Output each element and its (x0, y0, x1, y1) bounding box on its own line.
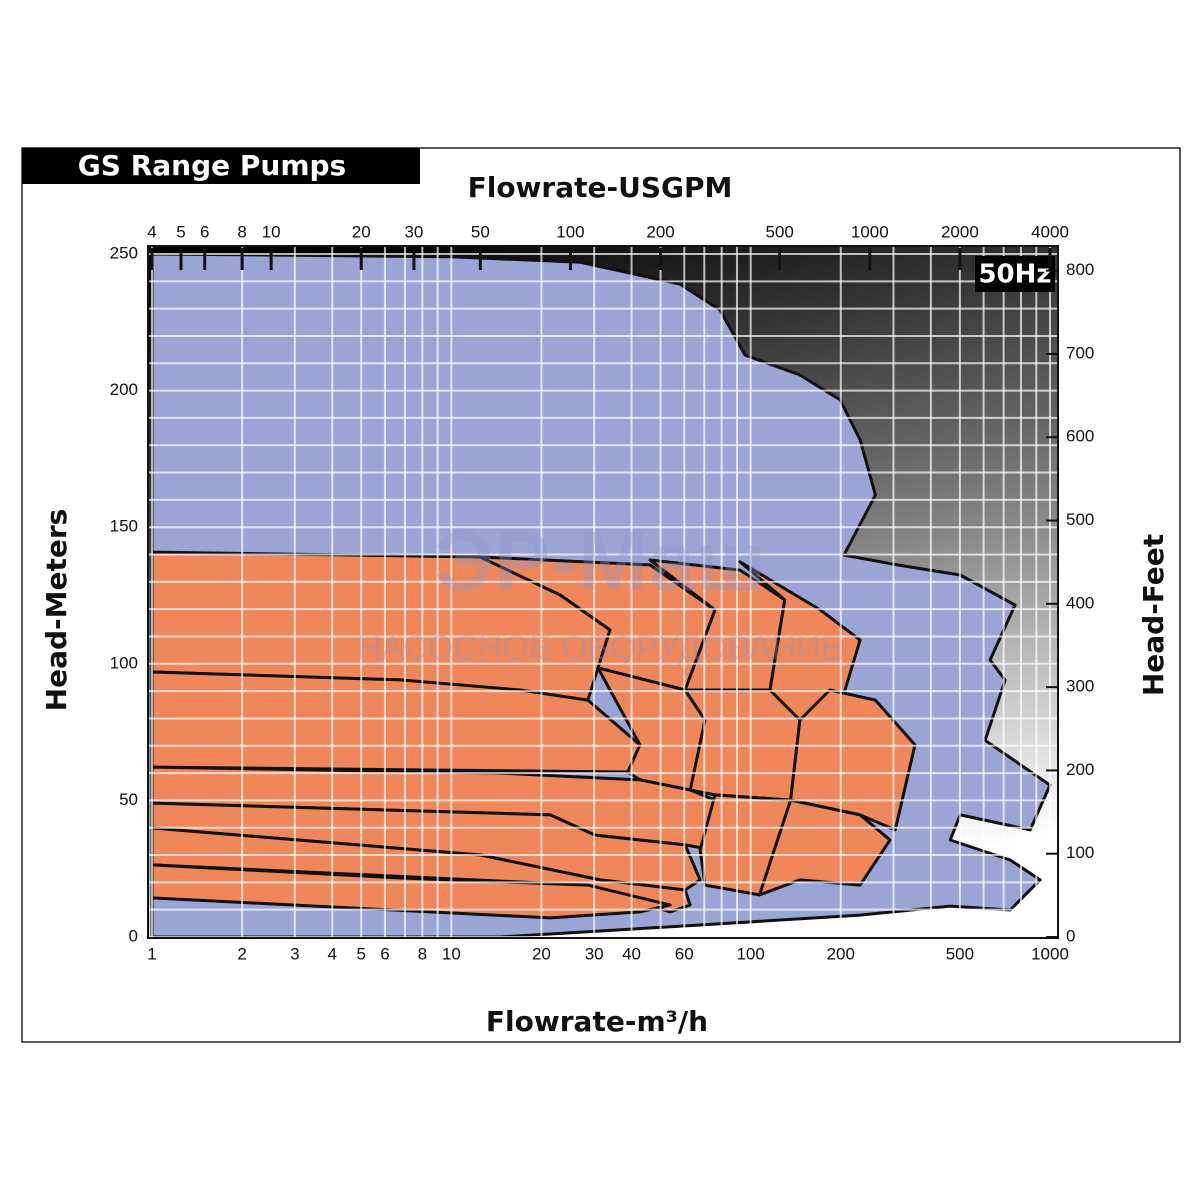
x2-tick-label: 200 (646, 222, 674, 241)
plot-border (147, 245, 1059, 939)
x2-tick-label: 2000 (941, 222, 979, 241)
y2-tick-label: 500 (1066, 510, 1094, 529)
x-axis-title: Flowrate-m³/h (486, 1005, 708, 1038)
y2-tick-label: 800 (1066, 260, 1094, 279)
y-tick-label: 50 (119, 790, 138, 809)
x2-tick-label: 1000 (851, 222, 889, 241)
annotation-box (975, 256, 1055, 292)
x-tick-label: 40 (622, 944, 641, 963)
x2-tick-label: 4 (147, 222, 156, 241)
x-tick-label: 4 (327, 944, 336, 963)
y-tick-label: 250 (110, 243, 138, 262)
x2-tick-label: 500 (765, 222, 793, 241)
x-tick-label: 8 (418, 944, 427, 963)
y2-tick-label: 100 (1066, 843, 1094, 862)
x2-tick-label: 100 (556, 222, 584, 241)
x-tick-label: 1 (147, 944, 156, 963)
y2-axis-title: Head-Feet (1137, 534, 1170, 696)
x2-tick-label: 50 (471, 222, 490, 241)
area-region (758, 798, 892, 897)
chart-title: GS Range Pumps (78, 149, 346, 182)
x-tick-label: 200 (827, 944, 855, 963)
y2-tick-label: 400 (1066, 593, 1094, 612)
x-tick-label: 20 (532, 944, 551, 963)
y-tick-label: 100 (110, 653, 138, 672)
x-tick-label: 6 (380, 944, 389, 963)
y-tick-label: 0 (129, 926, 138, 945)
x-tick-label: 100 (736, 944, 764, 963)
x-tick-label: 30 (585, 944, 604, 963)
x2-tick-label: 20 (352, 222, 371, 241)
y-tick-label: 200 (110, 380, 138, 399)
x-tick-label: 1000 (1031, 944, 1069, 963)
x-tick-label: 60 (675, 944, 694, 963)
plot-area (148, 246, 1058, 938)
x2-tick-label: 30 (404, 222, 423, 241)
x-tick-label: 5 (356, 944, 365, 963)
y2-tick-label: 0 (1066, 926, 1075, 945)
y-tick-label: 150 (110, 517, 138, 536)
x2-tick-label: 8 (237, 222, 246, 241)
x2-tick-label: 6 (200, 222, 209, 241)
area-region (789, 688, 917, 832)
x2-axis-title: Flowrate-USGPM (468, 171, 733, 204)
x2-tick-label: 4000 (1031, 222, 1069, 241)
x-tick-label: 2 (237, 944, 246, 963)
y2-tick-label: 300 (1066, 677, 1094, 696)
x2-tick-label: 5 (176, 222, 185, 241)
x2-tick-label: 10 (262, 222, 281, 241)
y2-tick-label: 700 (1066, 343, 1094, 362)
watermark: ЭР-Маш (434, 514, 766, 608)
y-axis-title: Head-Meters (40, 509, 73, 712)
y2-tick-label: 200 (1066, 760, 1094, 779)
x-tick-label: 500 (946, 944, 974, 963)
annotation: 50Hz (978, 260, 1051, 290)
y2-tick-label: 600 (1066, 427, 1094, 446)
x-tick-label: 10 (442, 944, 461, 963)
x-tick-label: 3 (290, 944, 299, 963)
watermark: НАСОСНОЕ ОБОРУДОВАНИЕ (357, 629, 844, 667)
title-box (22, 148, 420, 184)
